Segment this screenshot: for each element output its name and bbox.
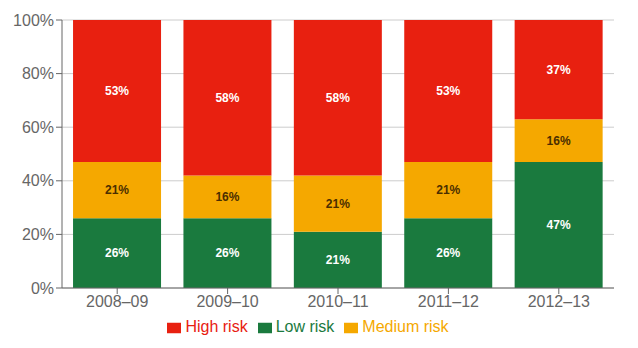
svg-text:21%: 21% (436, 183, 460, 197)
svg-text:21%: 21% (326, 197, 350, 211)
svg-text:53%: 53% (436, 84, 460, 98)
svg-text:2008–09: 2008–09 (86, 293, 148, 310)
svg-text:53%: 53% (105, 84, 129, 98)
html-text:High risk: High risk (185, 318, 248, 335)
svg-text:21%: 21% (105, 183, 129, 197)
svg-text:2012–13: 2012–13 (528, 293, 590, 310)
svg-text:100%: 100% (13, 12, 54, 29)
svg-text:16%: 16% (215, 190, 239, 204)
svg-text:80%: 80% (22, 65, 54, 82)
svg-text:21%: 21% (326, 253, 350, 267)
svg-text:26%: 26% (436, 246, 460, 260)
svg-text:47%: 47% (547, 218, 571, 232)
svg-text:58%: 58% (215, 91, 239, 105)
svg-text:40%: 40% (22, 172, 54, 189)
svg-text:37%: 37% (547, 63, 571, 77)
svg-text:26%: 26% (215, 246, 239, 260)
svg-text:60%: 60% (22, 119, 54, 136)
svg-text:58%: 58% (326, 91, 350, 105)
html-text:Medium risk: Medium risk (362, 318, 449, 335)
svg-text:2011–12: 2011–12 (418, 293, 479, 310)
svg-text:26%: 26% (105, 246, 129, 260)
svg-text:2009–10: 2009–10 (196, 293, 258, 310)
svg-text:16%: 16% (547, 134, 571, 148)
svg-text:0%: 0% (31, 280, 54, 297)
svg-text:2010–11: 2010–11 (307, 293, 368, 310)
html-text:Low risk: Low risk (275, 318, 335, 335)
svg-text:20%: 20% (22, 226, 54, 243)
